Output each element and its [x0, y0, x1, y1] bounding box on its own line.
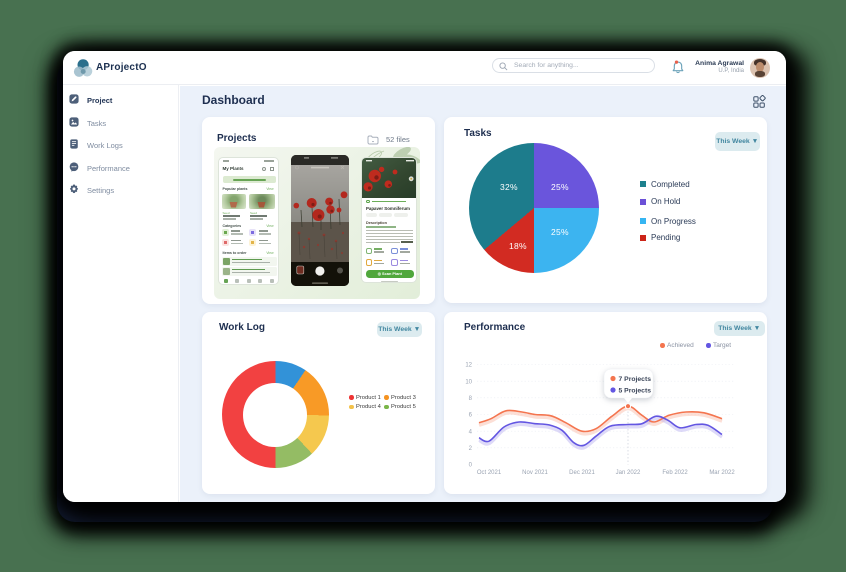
svg-text:Jan 2022: Jan 2022	[616, 470, 641, 476]
svg-text:2: 2	[469, 446, 473, 452]
svg-text:7 Projects: 7 Projects	[619, 376, 652, 383]
svg-text:10: 10	[465, 379, 472, 385]
svg-text:Feb 2022: Feb 2022	[662, 470, 688, 476]
svg-text:Dec 2021: Dec 2021	[569, 470, 595, 476]
svg-text:6: 6	[469, 413, 473, 419]
svg-text:5 Projects: 5 Projects	[619, 388, 652, 395]
svg-text:Nov 2021: Nov 2021	[522, 470, 548, 476]
svg-text:8: 8	[469, 396, 473, 402]
svg-text:12: 12	[465, 363, 472, 369]
svg-text:Oct 2021: Oct 2021	[477, 470, 502, 476]
svg-text:Mar 2022: Mar 2022	[709, 470, 735, 476]
svg-text:4: 4	[469, 429, 473, 435]
svg-text:0: 0	[469, 463, 473, 469]
